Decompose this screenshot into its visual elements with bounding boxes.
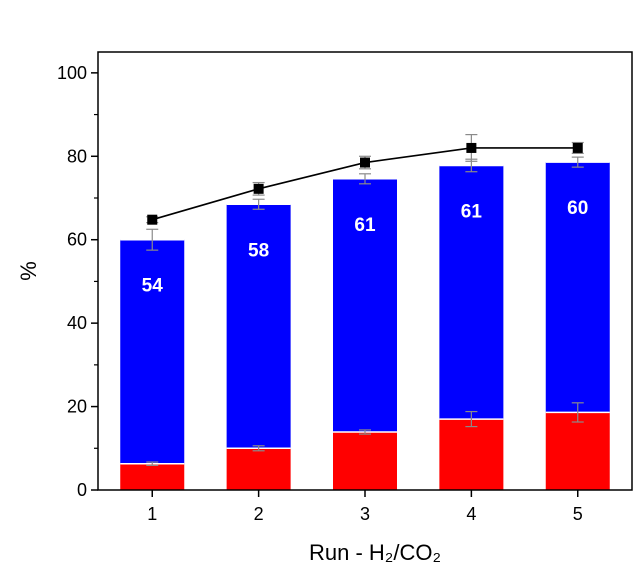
y-tick-label-100: 100 [57, 63, 87, 83]
bar-value-label-3: 61 [354, 215, 376, 236]
bar-blue-2 [226, 204, 291, 449]
x-tick-label-4: 4 [466, 504, 476, 524]
x-tick-label-3: 3 [360, 504, 370, 524]
x-tick-label-5: 5 [573, 504, 583, 524]
error-bar-blue-5 [571, 156, 584, 168]
bar-red-3 [333, 432, 397, 490]
y-tick-label-0: 0 [77, 480, 87, 500]
y-tick-label-60: 60 [67, 230, 87, 250]
y-tick-label-40: 40 [67, 313, 87, 333]
line-marker-3 [360, 157, 370, 168]
bar-blue-4 [439, 165, 504, 420]
line-series-layer [147, 142, 583, 225]
bar-value-label-4: 61 [461, 201, 483, 222]
bar-blue-3 [333, 178, 397, 433]
error-bar-blue-3 [359, 173, 371, 185]
error-bar-red-3 [359, 429, 371, 435]
y-axis-title: % [16, 261, 41, 281]
bar-red-1 [120, 463, 185, 490]
x-tick-label-2: 2 [254, 504, 264, 524]
bar-red-4 [439, 419, 504, 490]
bar-value-label-2: 58 [248, 240, 269, 261]
bar-blue-1 [120, 239, 185, 464]
error-bar-red-2 [252, 445, 265, 452]
error-bar-red-1 [146, 461, 159, 466]
line-marker-5 [572, 142, 583, 153]
error-bars-layer [146, 133, 584, 466]
bar-red-2 [226, 448, 291, 490]
bar-red-5 [545, 412, 610, 490]
bar-value-label-1: 54 [142, 276, 164, 297]
line-marker-1 [147, 214, 158, 225]
bars-layer: 54 58 61 61 60 [120, 161, 610, 490]
bar-value-label-5: 60 [567, 198, 588, 219]
error-bar-blue-2 [252, 198, 265, 210]
line-marker-2 [253, 183, 264, 194]
axes-layer: 0 20 40 60 80 100 1 2 3 4 5 [57, 51, 633, 524]
error-bar-red-4 [465, 410, 478, 428]
error-bar-blue-1 [146, 228, 159, 251]
line-marker-4 [466, 142, 477, 153]
x-axis-title: Run - H₂/CO₂ [309, 540, 441, 565]
error-bar-red-5 [571, 402, 584, 423]
bar-blue-5 [545, 162, 610, 413]
y-tick-label-20: 20 [67, 397, 87, 417]
y-tick-label-80: 80 [67, 146, 87, 166]
x-tick-label-1: 1 [147, 504, 157, 524]
